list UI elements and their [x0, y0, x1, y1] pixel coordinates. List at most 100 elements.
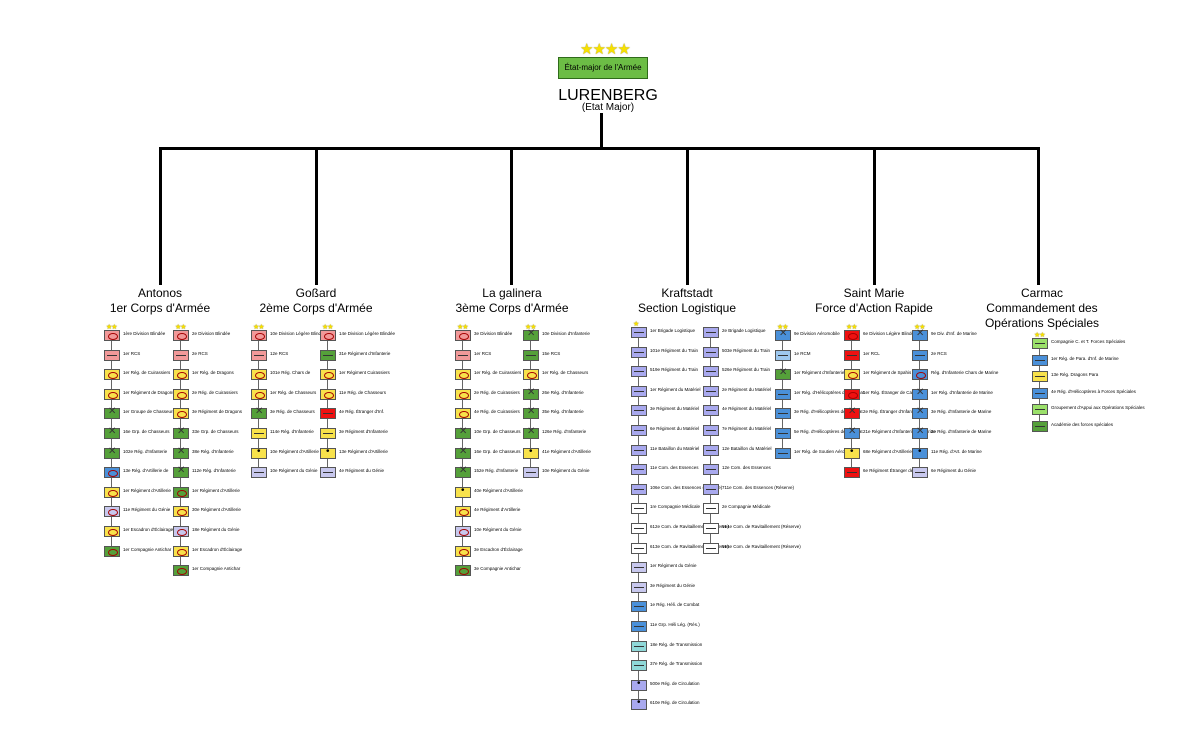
unit-entry: 11e Bataillon du Matériel	[631, 444, 711, 459]
unit-symbol-icon	[455, 526, 471, 537]
unit-entry: 3e Rég. d'Infanterie de Marine	[912, 406, 992, 422]
unit-label: 40e Régiment d'Artillerie	[474, 487, 523, 493]
unit-label: 112e Rég. d'Infanterie	[192, 468, 236, 474]
unit-symbol-icon	[173, 426, 189, 439]
unit-label: 10e Division Légère Blindée	[270, 331, 327, 336]
unit-symbol-icon	[703, 464, 719, 476]
unit-symbol-icon	[844, 330, 860, 341]
unit-label: 14e Division Légère Blindée	[339, 331, 396, 336]
corps-commander: Carmac	[1020, 286, 1063, 300]
unit-label: 4e Régiment du Génie	[339, 468, 385, 474]
corps-title: 3ème Corps d'Armée	[455, 301, 569, 315]
unit-entry: 12e Bataillon du Matériel	[703, 444, 783, 459]
unit-symbol-icon	[104, 369, 120, 381]
unit-label: 1er Rég. d'Infanterie de Marine	[931, 389, 993, 395]
unit-symbol-icon	[703, 346, 719, 358]
unit-label: 2e Régiment du Matériel	[722, 386, 772, 392]
unit-rank-stars: ★★	[525, 324, 537, 331]
unit-entry: 10e Régiment du Génie	[523, 467, 603, 481]
unit-label: 1er Rég. de Cuirassiers	[474, 370, 522, 376]
unit-label: 2e Rég. de Cuirassiers	[192, 389, 238, 395]
unit-entry: 2e RCS	[173, 349, 253, 364]
unit-symbol-icon	[844, 467, 860, 479]
unit-label: 114e Rég. d'Infanterie	[270, 429, 314, 434]
unit-label: 10e Division d'Infanterie	[542, 331, 590, 336]
unit-symbol-icon	[251, 428, 267, 439]
unit-label: 2e RCS	[192, 350, 208, 356]
unit-symbol-icon	[455, 349, 471, 361]
unit-entry: ★★ 14e Division Légère Blindée	[320, 324, 400, 344]
unit-entry: 1er Rég. d'Infanterie de Marine	[912, 387, 993, 403]
unit-entry: 10e Régiment du Génie	[251, 467, 331, 481]
unit-symbol-icon	[775, 447, 791, 459]
unit-label: 10e Régiment du Génie	[474, 527, 522, 532]
unit-symbol-icon	[912, 446, 928, 459]
unit-rank-stars: ★★	[1034, 332, 1046, 339]
unit-label: 1ère Division Blindée	[123, 331, 166, 336]
unit-entry: 38e Rég. d'Infanterie	[173, 446, 253, 462]
unit-symbol-icon	[1032, 371, 1048, 382]
unit-label: 41e Régiment d'Artillerie	[542, 448, 591, 454]
unit-symbol-icon	[912, 387, 928, 400]
unit-entry: 1re Compagnie Médicale	[631, 503, 711, 517]
unit-entry: 711e Com. des Essences (Réserve)	[703, 483, 794, 498]
column-connector	[180, 341, 181, 577]
unit-symbol-icon	[455, 446, 471, 459]
unit-symbol-icon	[523, 328, 539, 341]
unit-entry: ★★ 10e Division Légère Blindée	[251, 324, 331, 344]
unit-symbol-icon	[455, 565, 471, 577]
unit-entry: 6e Régiment du Matériel	[631, 425, 711, 439]
unit-symbol-icon	[251, 330, 267, 341]
unit-symbol-icon	[631, 464, 647, 476]
unit-label: 2e Rég. de Cuirassiers	[474, 389, 520, 395]
unit-label: 613e Com. de Ravitaillement (Réserve)	[650, 543, 729, 549]
unit-entry: 30e Régiment d'Artillerie	[173, 506, 253, 520]
unit-symbol-icon	[631, 621, 647, 632]
unit-symbol-icon	[1032, 387, 1048, 399]
unit-symbol-icon	[912, 467, 928, 479]
unit-label: 1er Rég. de Para. d'Inf. de Marine	[1051, 355, 1119, 361]
unit-label: 2e Compagnie Médicale	[722, 504, 771, 510]
unit-label: 11e Régiment du Génie	[123, 507, 171, 513]
unit-symbol-icon	[455, 485, 471, 498]
unit-entry: 11e Rég. de Chasseurs	[320, 388, 400, 403]
unit-entry: 2e RCS	[912, 349, 992, 364]
unit-entry: 12e Com. des Essences	[703, 464, 783, 478]
unit-entry: 4e Rég. de Cuirassiers	[455, 408, 535, 422]
unit-symbol-icon	[631, 346, 647, 358]
unit-label: 1er Régiment d'Infanterie	[794, 370, 845, 376]
unit-symbol-icon	[844, 446, 860, 459]
unit-symbol-icon	[173, 506, 189, 518]
unit-label: Académie des forces spéciales	[1051, 421, 1114, 427]
unit-label: 10e Grp. de Chasseurs	[474, 429, 521, 434]
unit-entry: 12e RCS	[251, 349, 331, 364]
unit-entry: 18e Rég. de Transmission	[631, 640, 711, 655]
unit-entry: 3e Régiment du Génie	[631, 581, 711, 596]
unit-entry: 2e Rég. d'Infanterie de Marine	[912, 426, 992, 442]
unit-label: Rég. d'Infanterie Chars de Marine	[931, 370, 999, 376]
corps-commander: La galinera	[482, 286, 542, 300]
unit-symbol-icon	[251, 467, 267, 479]
corps-heading-1: Antonos 1er Corps d'Armée	[90, 286, 230, 316]
corps-heading-6: Carmac Commandement des Opérations Spéci…	[978, 286, 1106, 331]
unit-symbol-icon	[631, 640, 647, 652]
unit-symbol-icon	[631, 523, 647, 534]
unit-symbol-icon	[173, 565, 189, 577]
unit-label: 1er Rég. de Dragons	[192, 370, 234, 376]
unit-label: 1er Rég. de Cuirassiers	[123, 370, 171, 376]
unit-symbol-icon	[104, 467, 120, 479]
unit-label: 1er Régiment du Matériel	[650, 386, 701, 392]
unit-symbol-icon	[703, 425, 719, 436]
unit-label: 101e Rég. Chars de	[270, 370, 311, 376]
unit-symbol-icon	[703, 366, 719, 378]
unit-entry: 1e RCM	[775, 349, 855, 364]
unit-symbol-icon	[775, 428, 791, 439]
unit-symbol-icon	[173, 465, 189, 479]
unit-entry: ★★ 2e Division Blindée	[173, 324, 253, 344]
unit-entry: 37e Rég. de Transmission	[631, 660, 711, 674]
unit-symbol-icon	[631, 444, 647, 456]
unit-symbol-icon	[844, 349, 860, 361]
unit-label: 12e Bataillon du Matériel	[722, 445, 772, 451]
unit-label: 1er Régiment de Spahis	[863, 370, 912, 376]
unit-entry: 68e Régiment d'Artillerie	[844, 446, 924, 462]
